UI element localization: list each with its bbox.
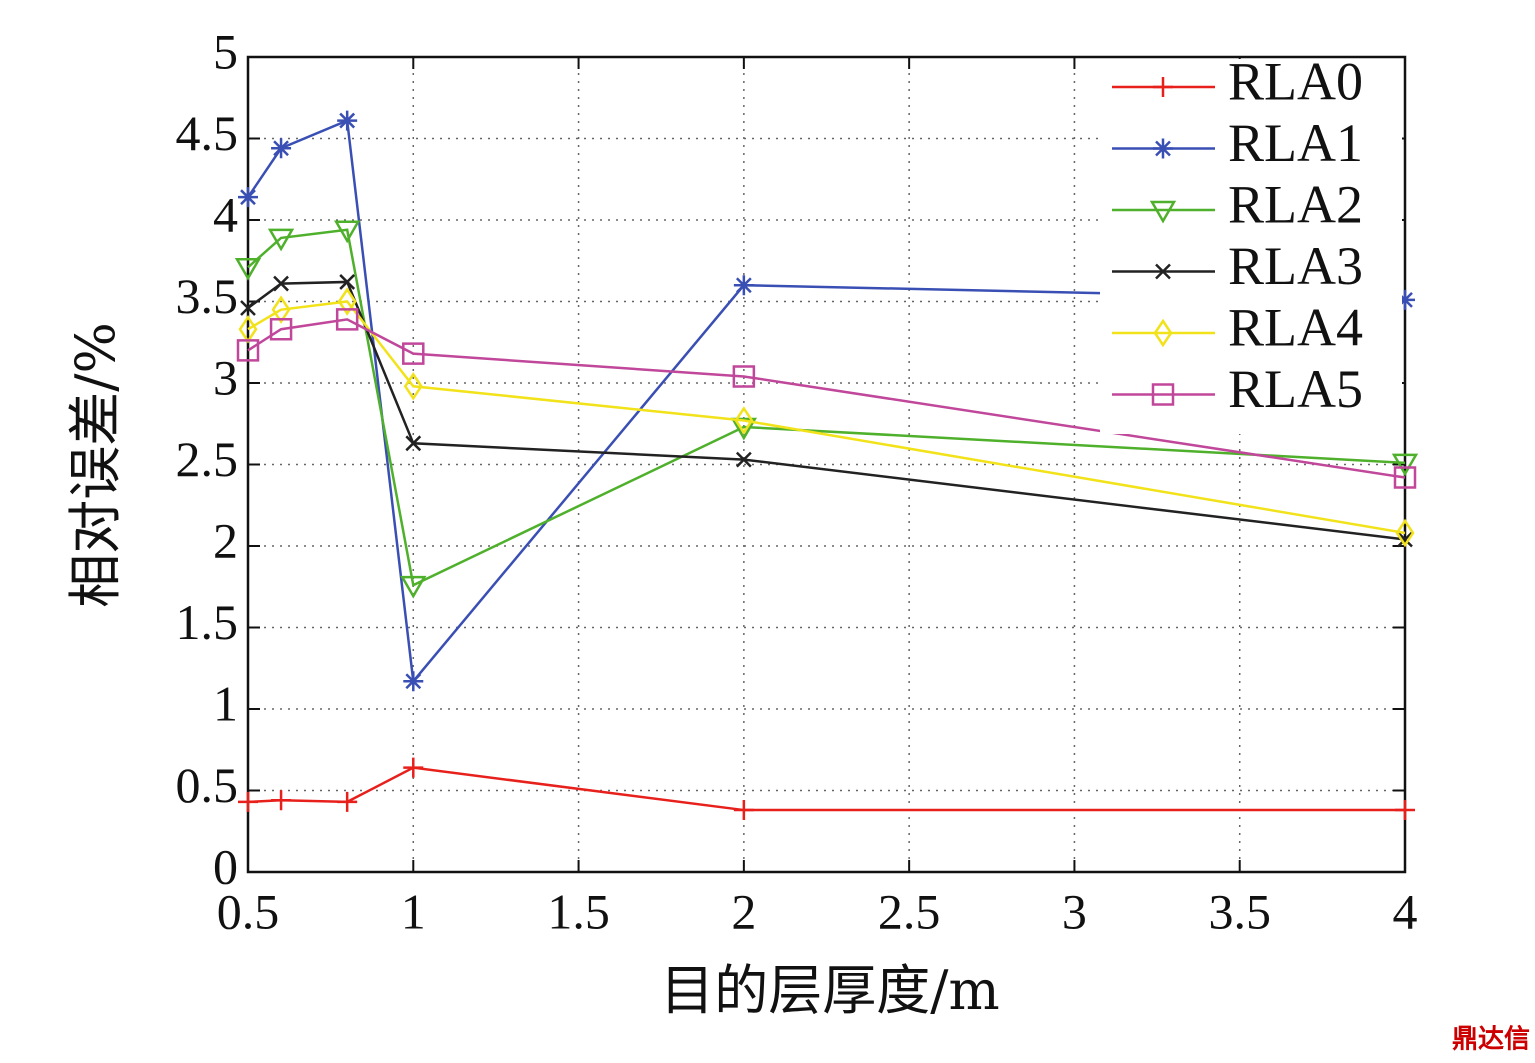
marker [339,274,356,290]
marker [402,342,425,365]
marker [240,300,256,316]
legend-marker [1153,138,1173,159]
y-tick-label: 5 [213,23,238,79]
y-tick-label: 1.5 [176,594,239,650]
x-tick-label: 1.5 [547,883,610,939]
legend-marker [1153,318,1173,348]
marker [1395,800,1415,821]
legend-label: RLA4 [1228,297,1363,357]
marker [403,671,424,692]
marker [735,451,752,468]
legend-marker [1153,77,1173,97]
marker [271,295,291,324]
marker [238,187,258,208]
legend-label: RLA3 [1228,236,1363,296]
marker [734,406,754,435]
legend-label: RLA1 [1228,113,1363,173]
y-tick-label: 2.5 [176,431,239,487]
y-tick-label: 4.5 [176,105,239,161]
y-tick-label: 4 [213,186,238,242]
marker [1395,518,1415,548]
x-tick-label: 1 [401,883,426,939]
y-axis-label: 相对误差/% [64,322,127,608]
x-tick-label: 0.5 [217,883,280,939]
marker [271,790,292,811]
legend-label: RLA0 [1228,51,1363,111]
marker [238,791,258,812]
marker [334,220,361,244]
marker [335,308,359,331]
marker [400,575,427,599]
x-tick-label: 4 [1393,883,1418,939]
marker [732,365,756,388]
legend-marker [1155,263,1171,280]
marker [730,417,758,441]
marker [1395,289,1415,310]
y-tick-label: 3.5 [176,268,239,324]
marker [1391,453,1419,477]
series-line [247,766,1405,812]
series-line [247,318,1406,479]
marker [234,258,262,281]
marker [1397,531,1413,548]
legend-label: RLA5 [1228,359,1363,419]
y-tick-label: 1 [213,675,238,731]
marker [273,275,289,292]
x-tick-label: 3.5 [1208,883,1271,939]
legend-marker [1149,200,1177,224]
marker [337,287,357,316]
x-tick-label: 3 [1062,883,1087,939]
marker [236,339,260,362]
plot-frame [246,55,1407,874]
x-tick-label: 2 [731,883,756,939]
legend-box [1100,59,1402,434]
y-tick-label: 0 [213,838,238,894]
legend-label: RLA2 [1228,174,1363,234]
x-axis-label: 目的层厚度/m [660,959,999,1022]
marker [733,275,754,296]
marker [1393,466,1417,489]
marker [267,228,295,252]
marker [337,110,358,131]
marker [403,372,423,401]
marker [733,800,754,821]
y-tick-label: 0.5 [176,757,239,813]
y-tick-label: 3 [213,349,238,405]
marker [337,791,358,812]
marker [405,435,422,452]
marker [403,757,424,778]
x-tick-label: 2.5 [878,883,941,939]
series-line [247,228,1406,587]
watermark: 鼎达信 [1452,1025,1530,1055]
legend-marker [1151,383,1175,406]
y-tick-label: 2 [213,512,238,568]
marker [269,317,293,341]
marker [271,138,292,159]
